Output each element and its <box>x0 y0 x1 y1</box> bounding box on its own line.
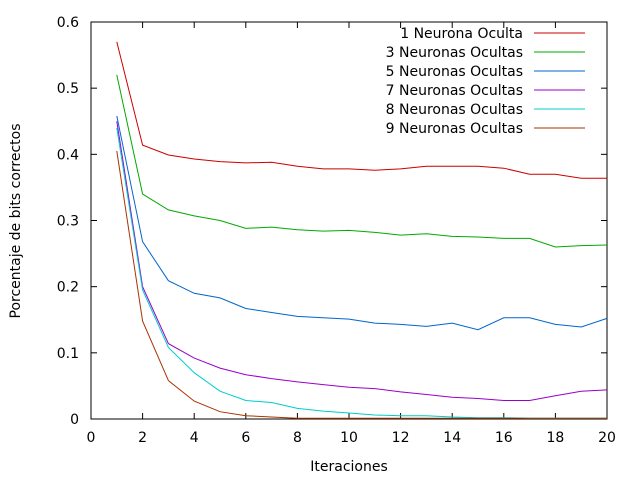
x-tick-label: 16 <box>495 430 513 446</box>
series-line-1 <box>116 41 607 179</box>
y-axis-label: Porcentaje de bits correctos <box>8 123 24 318</box>
x-tick-label: 14 <box>443 430 461 446</box>
series-line-4 <box>116 121 608 401</box>
series-line-5 <box>116 127 607 419</box>
series-line-2 <box>116 74 608 248</box>
x-axis-label: Iteraciones <box>310 459 388 475</box>
x-tick-label: 2 <box>138 430 147 446</box>
legend-label-1: 1 Neurona Oculta <box>400 26 523 42</box>
legend-label-5: 8 Neuronas Ocultas <box>386 102 523 118</box>
legend-label-6: 9 Neuronas Ocultas <box>386 121 523 137</box>
series-lines <box>116 41 608 419</box>
y-tick-label: 0.2 <box>57 280 79 296</box>
legend-label-2: 3 Neuronas Ocultas <box>386 45 523 61</box>
x-tick-label: 8 <box>293 430 302 446</box>
x-tick-label: 10 <box>340 430 358 446</box>
legend-label-3: 5 Neuronas Ocultas <box>386 64 523 80</box>
y-tick-label: 0.6 <box>57 15 79 31</box>
x-tick-label: 18 <box>546 430 564 446</box>
x-axis: 0 2 4 6 8 10 12 14 16 18 20 <box>87 22 616 446</box>
x-tick-label: 4 <box>190 430 199 446</box>
plot-frame <box>90 21 608 420</box>
x-tick-label: 12 <box>392 430 410 446</box>
y-axis: 0 0.1 0.2 0.3 0.4 0.5 0.6 <box>57 15 607 428</box>
legend: 1 Neurona Oculta 3 Neuronas Ocultas 5 Neur… <box>386 26 585 137</box>
y-tick-label: 0.1 <box>57 346 79 362</box>
x-tick-label: 6 <box>241 430 250 446</box>
x-tick-label: 20 <box>598 430 616 446</box>
y-tick-label: 0.5 <box>57 81 79 97</box>
y-tick-label: 0.3 <box>57 214 79 230</box>
legend-label-4: 7 Neuronas Ocultas <box>386 83 523 99</box>
y-tick-label: 0.4 <box>57 147 79 163</box>
series-line-3 <box>116 115 608 331</box>
series-line-6 <box>116 150 607 419</box>
y-tick-label: 0 <box>70 412 79 428</box>
x-tick-label: 0 <box>87 430 96 446</box>
